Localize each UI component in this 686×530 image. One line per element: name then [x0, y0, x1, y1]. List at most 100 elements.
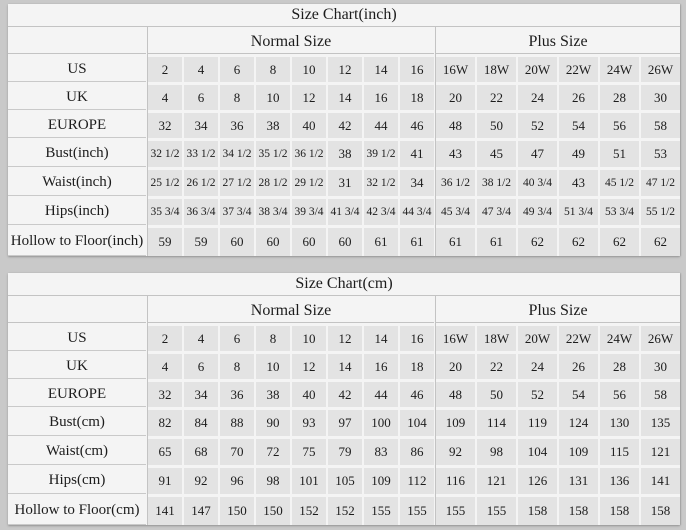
data-cell: 36 [220, 113, 254, 138]
row-label: UK [8, 85, 146, 110]
data-cell: 10 [256, 354, 290, 379]
data-cell: 8 [256, 57, 290, 82]
data-cell: 45 3/4 [436, 199, 475, 225]
data-cell: 130 [600, 410, 639, 436]
data-cell: 24W [600, 57, 639, 82]
data-cell: 58 [641, 113, 680, 138]
data-cell: 12 [292, 85, 326, 110]
data-cell: 62 [600, 228, 639, 256]
data-cell: 35 3/4 [148, 199, 182, 225]
data-cell: 121 [477, 468, 516, 494]
data-cell: 155 [436, 497, 475, 525]
data-cell: 47 1/2 [641, 170, 680, 196]
data-cell: 42 [328, 382, 362, 407]
data-cell: 62 [641, 228, 680, 256]
section-header: Plus Size [436, 30, 680, 54]
data-cell: 26 [559, 85, 598, 110]
data-cell: 14 [328, 354, 362, 379]
section-header: Plus Size [436, 299, 680, 323]
data-cell: 38 3/4 [256, 199, 290, 225]
data-cell: 33 1/2 [184, 141, 218, 167]
data-cell: 75 [292, 439, 326, 465]
data-cell: 158 [518, 497, 557, 525]
data-cell: 32 [148, 113, 182, 138]
data-cell: 121 [641, 439, 680, 465]
data-cell: 54 [559, 113, 598, 138]
data-cell: 44 [364, 113, 398, 138]
row-label: EUROPE [8, 113, 146, 138]
data-cell: 36 1/2 [292, 141, 326, 167]
data-cell: 47 3/4 [477, 199, 516, 225]
data-cell: 41 [400, 141, 434, 167]
data-cell: 35 1/2 [256, 141, 290, 167]
data-cell: 18 [400, 85, 434, 110]
data-cell: 20W [518, 326, 557, 351]
row-label: US [8, 57, 146, 82]
data-cell: 32 1/2 [148, 141, 182, 167]
data-cell: 38 [328, 141, 362, 167]
data-cell: 16W [436, 326, 475, 351]
data-cell: 61 [400, 228, 434, 256]
data-cell: 6 [220, 326, 254, 351]
data-cell: 6 [184, 85, 218, 110]
data-cell: 30 [641, 85, 680, 110]
label-divider-line [147, 27, 148, 256]
data-cell: 90 [256, 410, 290, 436]
data-cell: 36 [220, 382, 254, 407]
section-header: Normal Size [148, 30, 434, 54]
data-cell: 49 [559, 141, 598, 167]
table-title: Size Chart(inch) [8, 4, 680, 27]
data-cell: 54 [559, 382, 598, 407]
data-cell: 88 [220, 410, 254, 436]
data-cell: 105 [328, 468, 362, 494]
data-cell: 100 [364, 410, 398, 436]
data-cell: 56 [600, 382, 639, 407]
data-cell: 40 [292, 382, 326, 407]
data-cell: 45 [477, 141, 516, 167]
data-cell: 6 [220, 57, 254, 82]
data-cell: 38 [256, 113, 290, 138]
data-cell: 47 [518, 141, 557, 167]
data-cell: 29 1/2 [292, 170, 326, 196]
data-cell: 48 [436, 382, 475, 407]
data-cell: 12 [328, 326, 362, 351]
data-cell: 141 [148, 497, 182, 525]
data-cell: 109 [364, 468, 398, 494]
data-cell: 83 [364, 439, 398, 465]
data-cell: 131 [559, 468, 598, 494]
data-cell: 68 [184, 439, 218, 465]
data-cell: 98 [256, 468, 290, 494]
data-cell: 91 [148, 468, 182, 494]
data-cell: 147 [184, 497, 218, 525]
table-title: Size Chart(cm) [8, 273, 680, 296]
row-label: Bust(cm) [8, 410, 146, 436]
data-cell: 26W [641, 326, 680, 351]
section-divider-line [435, 27, 436, 256]
size-chart-inch-table: Size Chart(inch) Normal Size Plus Size US 2 4… [8, 4, 680, 256]
data-cell: 28 [600, 85, 639, 110]
data-cell: 104 [518, 439, 557, 465]
data-cell: 34 [184, 382, 218, 407]
data-cell: 114 [477, 410, 516, 436]
data-cell: 32 [148, 382, 182, 407]
data-cell: 30 [641, 354, 680, 379]
data-cell: 93 [292, 410, 326, 436]
data-cell: 14 [364, 326, 398, 351]
data-cell: 92 [184, 468, 218, 494]
data-cell: 16W [436, 57, 475, 82]
row-label: Bust(inch) [8, 141, 146, 167]
data-cell: 22 [477, 85, 516, 110]
section-header: Normal Size [148, 299, 434, 323]
data-cell: 28 [600, 354, 639, 379]
data-cell: 2 [148, 326, 182, 351]
data-cell: 18W [477, 57, 516, 82]
data-cell: 4 [184, 57, 218, 82]
data-cell: 22W [559, 326, 598, 351]
data-cell: 4 [148, 354, 182, 379]
data-cell: 18 [400, 354, 434, 379]
data-cell: 155 [477, 497, 516, 525]
data-cell: 36 1/2 [436, 170, 475, 196]
data-cell: 2 [148, 57, 182, 82]
data-cell: 12 [328, 57, 362, 82]
data-cell: 44 [364, 382, 398, 407]
